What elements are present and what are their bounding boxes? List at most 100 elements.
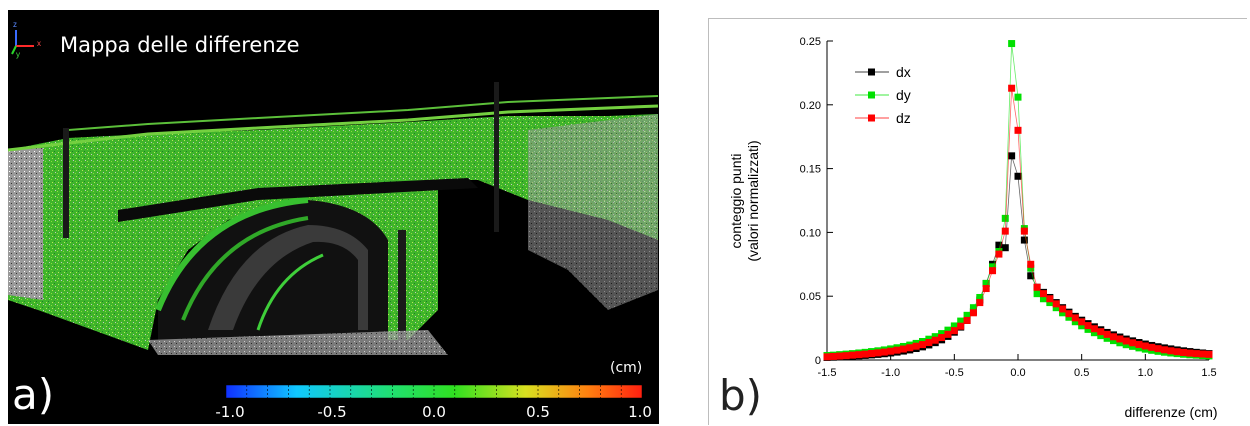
data-point-dy [931, 333, 939, 341]
data-point-dz [880, 348, 888, 356]
data-point-dz [1160, 346, 1168, 354]
data-point-dy [1071, 318, 1079, 326]
histogram-chart: 0 0.05 0.10 0.15 0.20 0.25 -1.5 -1.0 -0.5 0.0 0.5 1… [728, 36, 1218, 420]
data-point-dz [1046, 295, 1054, 303]
data-point-dz [1205, 350, 1213, 358]
y-tick-label: 0.25 [800, 36, 821, 48]
difference-map-panel: z x y Mappa delle differenze (cm) -1.0 -… [8, 10, 659, 424]
data-point-dx [1020, 236, 1028, 244]
data-point-dz [1192, 350, 1200, 358]
data-point-dy [1084, 325, 1092, 333]
data-point-dz [938, 334, 946, 342]
data-point-dz [1103, 330, 1111, 338]
data-point-dz [969, 309, 977, 317]
y-tick-label: 0.10 [800, 227, 821, 239]
axis-triad-icon [11, 30, 34, 55]
data-point-dz [925, 339, 933, 347]
x-tick-label: -0.5 [945, 367, 964, 379]
y-axis-label: (valori normalizzati) [745, 140, 761, 261]
x-axis-label: differenze (cm) [1124, 404, 1217, 420]
data-point-dz [823, 353, 831, 361]
data-point-dz [1084, 322, 1092, 330]
data-point-dy [957, 317, 965, 325]
data-point-dz [1167, 347, 1175, 355]
data-point-dz [1180, 348, 1188, 356]
data-point-dz [1027, 260, 1035, 268]
x-tick-label: -1.5 [818, 367, 837, 379]
data-point-dz [1122, 337, 1130, 345]
data-point-dz [855, 351, 863, 359]
data-point-dz [868, 349, 876, 357]
data-point-dy [1122, 341, 1130, 349]
data-point-dy [1065, 313, 1073, 321]
data-point-dy [1090, 329, 1098, 337]
legend-marker-dz [868, 114, 875, 122]
data-point-dz [944, 330, 952, 338]
data-point-dy [950, 322, 958, 330]
data-point-dz [1141, 342, 1149, 350]
data-point-dz [1116, 335, 1124, 343]
data-point-dz [1039, 290, 1047, 298]
data-point-dz [848, 351, 856, 359]
data-point-dy [1116, 339, 1124, 347]
colorbar-tick-label: -0.5 [317, 403, 347, 421]
data-point-dy [944, 326, 952, 334]
data-point-dz [1154, 345, 1162, 353]
data-point-dz [963, 316, 971, 324]
data-point-dz [829, 352, 837, 360]
data-point-dz [976, 299, 984, 307]
data-point-dz [950, 327, 958, 335]
axis-y-label: y [16, 50, 20, 59]
data-point-dy [1027, 264, 1035, 272]
data-point-dy [1046, 299, 1054, 307]
data-point-dz [957, 322, 965, 330]
data-point-dx [1014, 172, 1022, 180]
data-point-dz [1148, 343, 1156, 351]
x-tick-label: -1.0 [881, 367, 900, 379]
data-point-dz [1129, 339, 1137, 347]
data-point-dz [1052, 300, 1060, 308]
data-point-dz [1033, 283, 1041, 291]
data-point-dy [969, 304, 977, 312]
data-point-dy [1103, 334, 1111, 342]
data-point-dz [1186, 349, 1194, 357]
data-point-dy [1110, 337, 1117, 345]
data-point-dy [1059, 309, 1067, 317]
series-line-dy [826, 43, 1210, 357]
data-point-dz [1135, 340, 1143, 348]
data-point-dz [1071, 314, 1079, 322]
data-point-dx [1027, 272, 1035, 280]
data-point-dy [1008, 40, 1016, 48]
legend-label-dx: dx [896, 64, 911, 80]
y-axis-label: conteggio punti [728, 154, 744, 249]
histogram-panel: 0 0.05 0.10 0.15 0.20 0.25 -1.5 -1.0 -0.5 0.0 0.5 1… [708, 18, 1247, 425]
data-point-dz [931, 336, 939, 344]
data-point-dy [976, 293, 984, 301]
data-point-dz [1110, 333, 1117, 341]
x-tick-label: 0.0 [1010, 367, 1025, 379]
data-point-dz [874, 349, 882, 357]
data-point-dy [1001, 214, 1009, 222]
data-point-dy [1129, 342, 1137, 350]
legend-marker-dx [868, 68, 875, 76]
data-point-dy [989, 263, 997, 271]
data-point-dz [982, 285, 990, 293]
data-point-dz [1065, 310, 1073, 318]
data-point-dz [1001, 227, 1009, 235]
axis-x-label: x [37, 39, 41, 48]
data-point-dz [1008, 84, 1016, 92]
data-point-dz [989, 267, 997, 275]
data-point-dz [1199, 350, 1207, 358]
panel-letter: b) [719, 371, 763, 420]
legend-label-dz: dz [896, 110, 911, 126]
point-cloud-view [8, 30, 659, 399]
data-point-dy [1014, 93, 1022, 101]
data-point-dz [1173, 348, 1181, 356]
axis-z-label: z [13, 20, 17, 29]
y-tick-label: 0 [815, 355, 821, 367]
map-title: Mappa delle differenze [60, 33, 300, 57]
colorbar-tick-label: 0.5 [526, 403, 550, 421]
data-point-dz [1078, 318, 1086, 326]
panel-letter: a) [12, 370, 55, 419]
series-line-dx [826, 155, 1210, 358]
